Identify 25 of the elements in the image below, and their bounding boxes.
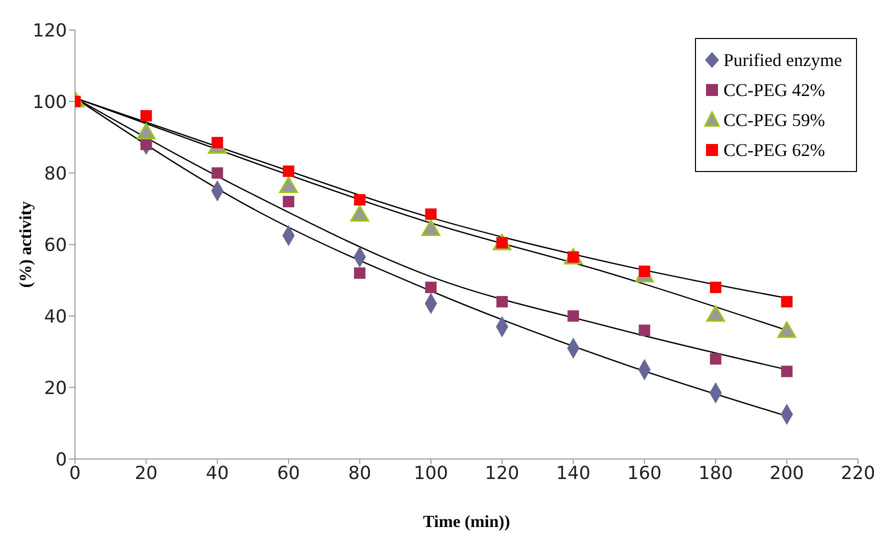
legend-label: CC-PEG 59% <box>724 110 826 130</box>
x-tick-label: 120 <box>484 462 520 484</box>
x-tick-label: 180 <box>698 462 733 484</box>
x-tick-label: 20 <box>134 462 158 484</box>
x-tick-label: 140 <box>556 462 590 484</box>
y-tick-label: 100 <box>32 92 67 113</box>
x-tick-label: 80 <box>348 462 372 484</box>
y-tick-label: 120 <box>32 20 67 42</box>
x-tick-label: 0 <box>69 462 81 484</box>
x-axis-title: Time (min)) <box>422 512 510 531</box>
x-tick-label: 100 <box>414 462 448 484</box>
x-tick-label: 160 <box>627 462 662 484</box>
y-tick-label: 60 <box>44 234 67 256</box>
x-tick-label: 40 <box>206 462 229 484</box>
x-tick-label: 220 <box>840 462 876 484</box>
legend-label: CC-PEG 62% <box>724 140 826 160</box>
y-axis-title: (%) activity <box>16 200 36 288</box>
y-tick-label: 0 <box>56 449 67 470</box>
legend-label: Purified enzyme <box>724 50 842 70</box>
x-tick-label: 200 <box>770 462 804 484</box>
y-tick-label: 80 <box>44 163 67 184</box>
y-tick-label: 20 <box>44 378 67 399</box>
x-tick-label: 60 <box>277 462 300 484</box>
y-tick-label: 40 <box>44 306 67 328</box>
legend-label: CC-PEG 42% <box>724 80 826 100</box>
